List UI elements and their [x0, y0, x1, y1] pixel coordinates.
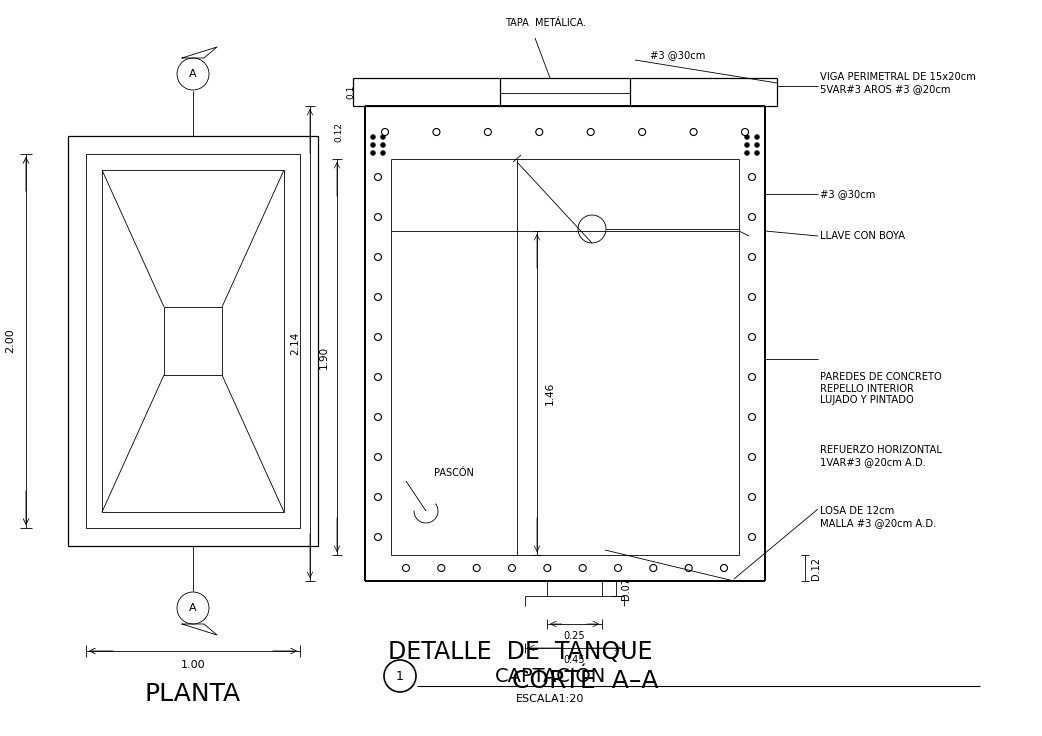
Text: PAREDES DE CONCRETO
REPELLO INTERIOR
LUJADO Y PINTADO: PAREDES DE CONCRETO REPELLO INTERIOR LUJ… — [820, 372, 942, 406]
Circle shape — [374, 414, 381, 420]
Circle shape — [374, 494, 381, 500]
Circle shape — [588, 129, 594, 135]
Circle shape — [473, 565, 480, 571]
Circle shape — [639, 129, 646, 135]
Text: 1.00: 1.00 — [180, 660, 205, 670]
Text: A: A — [190, 69, 197, 79]
Circle shape — [754, 150, 760, 155]
Bar — [68, 136, 318, 546]
Text: 0.1: 0.1 — [346, 85, 355, 99]
Circle shape — [742, 129, 748, 135]
Text: 1.90: 1.90 — [319, 345, 329, 369]
Text: 0.25: 0.25 — [564, 631, 586, 641]
Circle shape — [690, 129, 697, 135]
Text: ESCALA1:20: ESCALA1:20 — [516, 694, 585, 704]
Circle shape — [748, 174, 755, 180]
Circle shape — [432, 129, 440, 135]
Text: 0.45: 0.45 — [564, 655, 586, 665]
Circle shape — [748, 453, 755, 461]
Circle shape — [744, 150, 749, 155]
Text: D.07: D.07 — [621, 577, 631, 600]
Circle shape — [374, 373, 381, 381]
Circle shape — [508, 565, 516, 571]
Text: #3 @30cm: #3 @30cm — [650, 50, 705, 60]
Circle shape — [371, 143, 375, 147]
Bar — [102, 170, 284, 512]
Circle shape — [374, 294, 381, 300]
Text: PASCÓN: PASCÓN — [435, 468, 474, 478]
Circle shape — [371, 150, 375, 155]
Text: LOSA DE 12cm
MALLA #3 @20cm A.D.: LOSA DE 12cm MALLA #3 @20cm A.D. — [820, 506, 937, 528]
Circle shape — [744, 135, 749, 140]
Circle shape — [748, 494, 755, 500]
Text: 2.14: 2.14 — [290, 332, 300, 355]
Circle shape — [371, 135, 375, 140]
Text: PLANTA: PLANTA — [145, 682, 241, 706]
Circle shape — [748, 373, 755, 381]
Text: VIGA PERIMETRAL DE 15x20cm
5VAR#3 AROS #3 @20cm: VIGA PERIMETRAL DE 15x20cm 5VAR#3 AROS #… — [820, 72, 976, 93]
Text: CAPTACIÓN: CAPTACIÓN — [494, 667, 605, 685]
Circle shape — [720, 565, 727, 571]
Circle shape — [744, 143, 749, 147]
Circle shape — [615, 565, 621, 571]
Circle shape — [438, 565, 445, 571]
Circle shape — [544, 565, 551, 571]
Text: A: A — [190, 603, 197, 613]
Circle shape — [374, 253, 381, 261]
Circle shape — [374, 333, 381, 341]
Circle shape — [754, 135, 760, 140]
Circle shape — [686, 565, 692, 571]
Circle shape — [380, 143, 386, 147]
Circle shape — [381, 129, 389, 135]
Circle shape — [754, 143, 760, 147]
Circle shape — [748, 294, 755, 300]
Circle shape — [650, 565, 656, 571]
Text: REFUERZO HORIZONTAL
1VAR#3 @20cm A.D.: REFUERZO HORIZONTAL 1VAR#3 @20cm A.D. — [820, 445, 942, 467]
Text: D.12: D.12 — [811, 556, 821, 579]
Bar — [164, 307, 222, 375]
Circle shape — [748, 534, 755, 540]
Text: LLAVE CON BOYA: LLAVE CON BOYA — [820, 231, 905, 241]
Text: 0.12: 0.12 — [334, 122, 343, 142]
Circle shape — [374, 534, 381, 540]
Circle shape — [402, 565, 410, 571]
Circle shape — [374, 453, 381, 461]
Text: 1: 1 — [396, 670, 404, 682]
Circle shape — [748, 253, 755, 261]
Text: #3 @30cm: #3 @30cm — [820, 189, 875, 199]
Circle shape — [380, 135, 386, 140]
Circle shape — [748, 213, 755, 221]
Text: TAPA  METÁLICA.: TAPA METÁLICA. — [505, 18, 586, 28]
Circle shape — [380, 150, 386, 155]
Circle shape — [748, 333, 755, 341]
Circle shape — [536, 129, 543, 135]
Circle shape — [748, 414, 755, 420]
Circle shape — [374, 213, 381, 221]
Bar — [86, 154, 300, 528]
Text: 1.46: 1.46 — [545, 381, 555, 405]
Text: CORTE  A–A: CORTE A–A — [512, 669, 659, 693]
Circle shape — [579, 565, 587, 571]
Circle shape — [485, 129, 492, 135]
Circle shape — [374, 174, 381, 180]
Text: DETALLE  DE  TANQUE: DETALLE DE TANQUE — [388, 640, 652, 664]
Text: 2.00: 2.00 — [5, 329, 15, 353]
